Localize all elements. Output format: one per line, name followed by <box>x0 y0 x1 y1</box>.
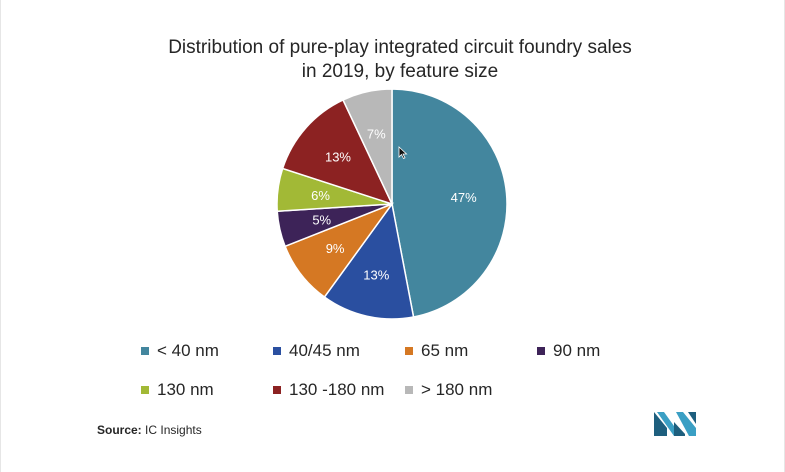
pie-label-40-nm: 47% <box>451 190 477 205</box>
pie-label-40-45-nm: 13% <box>363 267 389 282</box>
mordor-intelligence-logo-icon <box>654 412 696 436</box>
pie-label-180-nm: 7% <box>367 127 386 142</box>
pie-slice-40-nm <box>391 88 508 318</box>
pie-label-65-nm: 9% <box>326 241 345 256</box>
chart-title-line-1: Distribution of pure-play integrated cir… <box>168 37 632 58</box>
source-label: Source: <box>97 423 142 437</box>
pie-label-90-nm: 5% <box>312 213 331 228</box>
pie-slices <box>276 88 508 320</box>
source-note: Source: IC Insights <box>97 423 202 437</box>
chart-title-line-2: in 2019, by feature size <box>301 61 499 82</box>
pie-label-130-nm: 6% <box>311 188 330 203</box>
chart-title: Distribution of pure-play integrated cir… <box>120 36 680 84</box>
pie-slice-180-nm <box>342 88 393 205</box>
pie-slice-130-180-nm <box>281 98 394 206</box>
source-text: IC Insights <box>145 423 202 437</box>
pie-slice-labels: 47% 13% 9% 5% 6% 13% 7% <box>311 127 477 283</box>
mouse-cursor-icon <box>398 146 408 160</box>
pie-slice-40-45-nm <box>323 202 415 320</box>
pie-label-130-180-nm: 13% <box>325 149 351 164</box>
